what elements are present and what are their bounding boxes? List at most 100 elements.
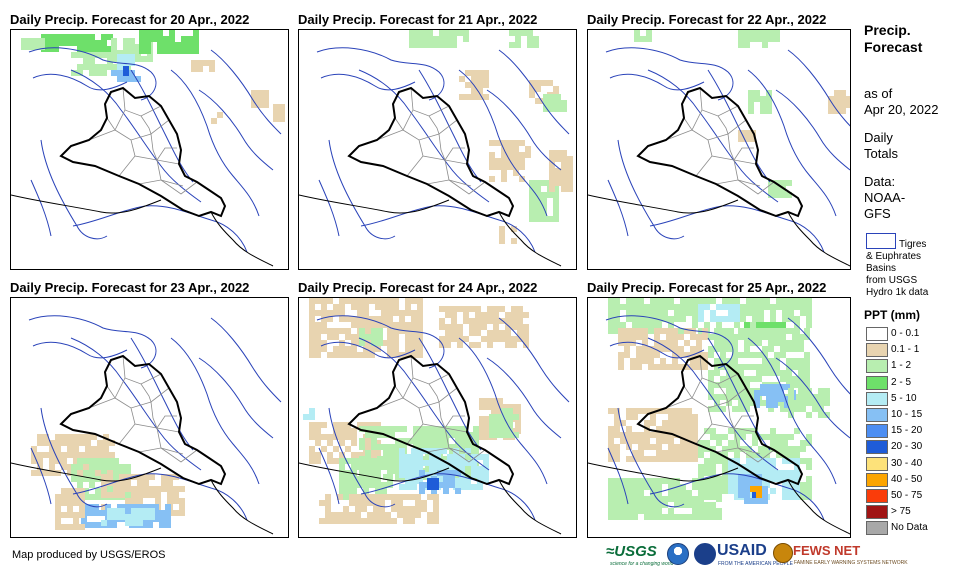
precip-cell bbox=[782, 298, 788, 304]
precip-cell bbox=[419, 488, 425, 494]
precip-cell bbox=[149, 486, 155, 492]
precip-cell bbox=[710, 298, 716, 304]
precip-cell bbox=[131, 486, 137, 492]
country-border bbox=[588, 462, 739, 482]
precip-cell bbox=[493, 312, 499, 318]
precip-cell bbox=[165, 504, 171, 510]
precip-cell bbox=[788, 488, 794, 494]
precip-cell bbox=[415, 36, 421, 42]
precip-cell bbox=[371, 438, 377, 444]
precip-cell bbox=[511, 312, 517, 318]
precip-cell bbox=[553, 192, 559, 198]
precip-cell bbox=[716, 490, 722, 496]
precip-cell bbox=[806, 394, 812, 400]
precip-cell bbox=[417, 334, 423, 340]
forecast-map-1 bbox=[10, 29, 289, 270]
precip-cell bbox=[369, 470, 375, 476]
precip-cell bbox=[626, 478, 632, 484]
precip-cell bbox=[748, 96, 754, 102]
precip-cell bbox=[401, 444, 407, 450]
precip-cell bbox=[251, 90, 257, 96]
country-border bbox=[299, 462, 450, 482]
precip-cell bbox=[764, 434, 770, 440]
precip-cell bbox=[662, 438, 668, 444]
precip-cell bbox=[644, 444, 650, 450]
precip-cell bbox=[21, 38, 27, 44]
precip-cell bbox=[327, 458, 333, 464]
precip-cell bbox=[415, 506, 421, 512]
precip-cell bbox=[71, 70, 77, 76]
precip-cell bbox=[181, 36, 187, 42]
precip-cell bbox=[365, 450, 371, 456]
precip-cell bbox=[786, 364, 792, 370]
province-border bbox=[106, 109, 126, 131]
province-border bbox=[114, 119, 170, 141]
precip-cell bbox=[746, 298, 752, 304]
precip-cell bbox=[461, 426, 467, 432]
precip-cell bbox=[738, 492, 744, 498]
precip-cell bbox=[137, 498, 143, 504]
precip-cell bbox=[549, 174, 555, 180]
precip-cell bbox=[752, 428, 758, 434]
precip-cell bbox=[101, 46, 107, 52]
precip-cell bbox=[309, 316, 315, 322]
precip-cell bbox=[828, 102, 834, 108]
precip-cell bbox=[89, 46, 95, 52]
precip-cell bbox=[501, 176, 507, 182]
precip-cell bbox=[642, 328, 648, 334]
precip-cell bbox=[129, 44, 135, 50]
precip-cell bbox=[714, 394, 720, 400]
precip-cell bbox=[429, 466, 435, 472]
precip-cell bbox=[137, 508, 143, 514]
precip-cell bbox=[614, 484, 620, 490]
precip-cell bbox=[620, 420, 626, 426]
precip-cell bbox=[760, 96, 766, 102]
precip-cell bbox=[686, 502, 692, 508]
precip-cell bbox=[794, 458, 800, 464]
precip-cell bbox=[193, 36, 199, 42]
precip-cell bbox=[620, 432, 626, 438]
precip-cell bbox=[650, 328, 656, 334]
precip-cell bbox=[371, 432, 377, 438]
precip-cell bbox=[61, 524, 67, 530]
precip-cell bbox=[547, 80, 553, 86]
precip-cell bbox=[421, 30, 427, 36]
precip-cell bbox=[501, 426, 507, 432]
precip-cell bbox=[449, 476, 455, 482]
precip-cell bbox=[499, 306, 505, 312]
precip-cell bbox=[385, 512, 391, 518]
precip-cell bbox=[794, 464, 800, 470]
precip-cell bbox=[117, 76, 123, 82]
precip-cell bbox=[828, 108, 834, 114]
precip-cell bbox=[535, 86, 541, 92]
precip-cell bbox=[137, 480, 143, 486]
precip-cell bbox=[529, 192, 535, 198]
precip-cell bbox=[119, 508, 125, 514]
precip-cell bbox=[383, 426, 389, 432]
precip-cell bbox=[391, 500, 397, 506]
precip-cell bbox=[55, 524, 61, 530]
forecast-map-2 bbox=[298, 29, 577, 270]
precip-cell bbox=[770, 464, 776, 470]
precip-cell bbox=[798, 334, 804, 340]
sidebar-title-line2: Forecast bbox=[864, 39, 923, 55]
precip-cell bbox=[487, 330, 493, 336]
province-border bbox=[426, 447, 450, 453]
precip-cell bbox=[541, 204, 547, 210]
precip-cell bbox=[173, 486, 179, 492]
legend-swatch bbox=[866, 424, 888, 439]
precip-cell bbox=[750, 376, 756, 382]
precip-cell bbox=[113, 480, 119, 486]
precip-cell bbox=[457, 342, 463, 348]
precip-cell bbox=[119, 474, 125, 480]
precip-cell bbox=[668, 414, 674, 420]
precip-cell bbox=[159, 516, 165, 522]
precip-cell bbox=[67, 464, 73, 470]
basin-outline bbox=[170, 69, 260, 217]
precip-cell bbox=[523, 312, 529, 318]
precip-cell bbox=[608, 438, 614, 444]
precip-cell bbox=[325, 500, 331, 506]
precip-cell bbox=[798, 340, 804, 346]
precip-cell bbox=[806, 482, 812, 488]
precip-cell bbox=[561, 100, 567, 106]
